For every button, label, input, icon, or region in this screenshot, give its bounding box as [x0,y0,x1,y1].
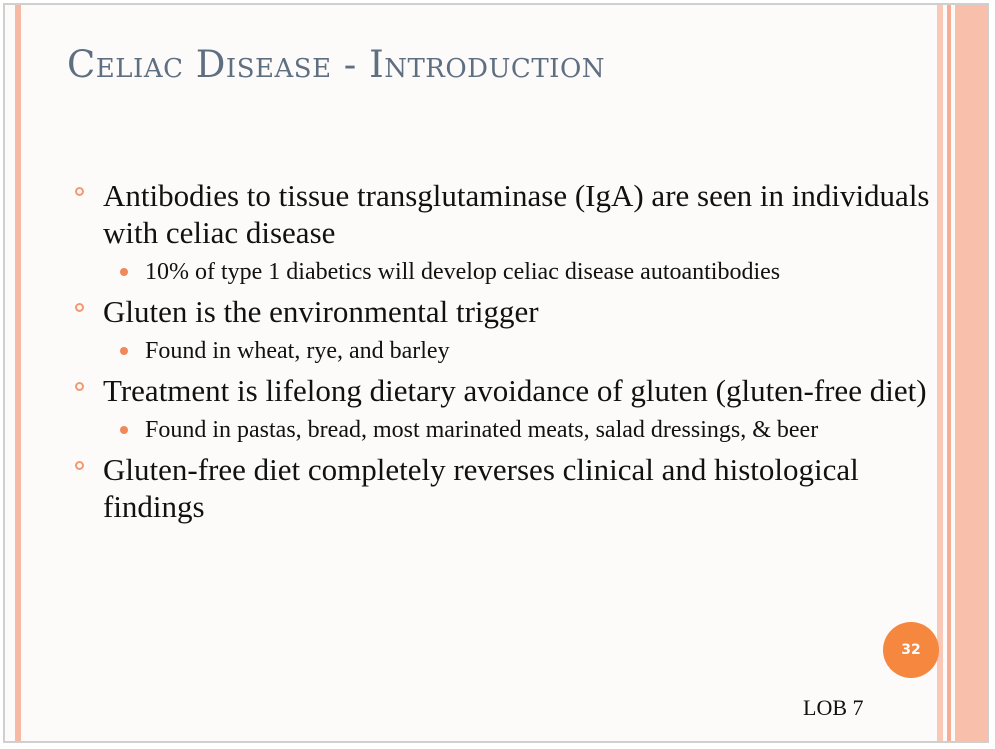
ring-bullet-icon [75,187,84,196]
sub-bullet-item-1: 10% of type 1 diabetics will develop cel… [120,257,943,287]
right-accent-stripe-2 [947,5,951,741]
bullet-item-1: Antibodies to tissue transglutaminase (I… [73,177,943,251]
bullet-item-3: Treatment is lifelong dietary avoidance … [73,372,943,409]
right-accent-stripe-3 [955,5,987,741]
sub-bullet-text-2: Found in wheat, rye, and barley [145,338,450,364]
left-accent-stripe [15,5,21,741]
slide: Celiac Disease - Introduction Antibodies… [3,3,989,743]
bullet-text-4: Gluten-free diet completely reverses cli… [103,452,859,524]
sub-bullet-text-3: Found in pastas, bread, most marinated m… [145,417,819,443]
sub-bullet-item-3: Found in pastas, bread, most marinated m… [120,415,943,445]
ring-bullet-icon [75,461,84,470]
bullet-text-1: Antibodies to tissue transglutaminase (I… [103,178,930,250]
ring-bullet-icon [75,382,84,391]
sub-bullet-text-1: 10% of type 1 diabetics will develop cel… [145,259,781,285]
bullet-text-3: Treatment is lifelong dietary avoidance … [103,373,927,408]
dot-bullet-icon [120,268,128,276]
dot-bullet-icon [120,426,128,434]
bullet-text-2: Gluten is the environmental trigger [103,294,539,329]
ring-bullet-icon [75,303,84,312]
slide-title: Celiac Disease - Introduction [67,43,606,86]
bullet-list: Antibodies to tissue transglutaminase (I… [73,177,943,531]
right-accent-band [937,5,987,741]
footer-label: LOB 7 [803,695,864,720]
dot-bullet-icon [120,347,128,355]
right-accent-stripe-1 [937,5,943,741]
bullet-item-2: Gluten is the environmental trigger [73,293,943,330]
bullet-item-4: Gluten-free diet completely reverses cli… [73,451,943,525]
page-number-badge: 32 [883,622,939,678]
sub-bullet-item-2: Found in wheat, rye, and barley [120,336,943,366]
